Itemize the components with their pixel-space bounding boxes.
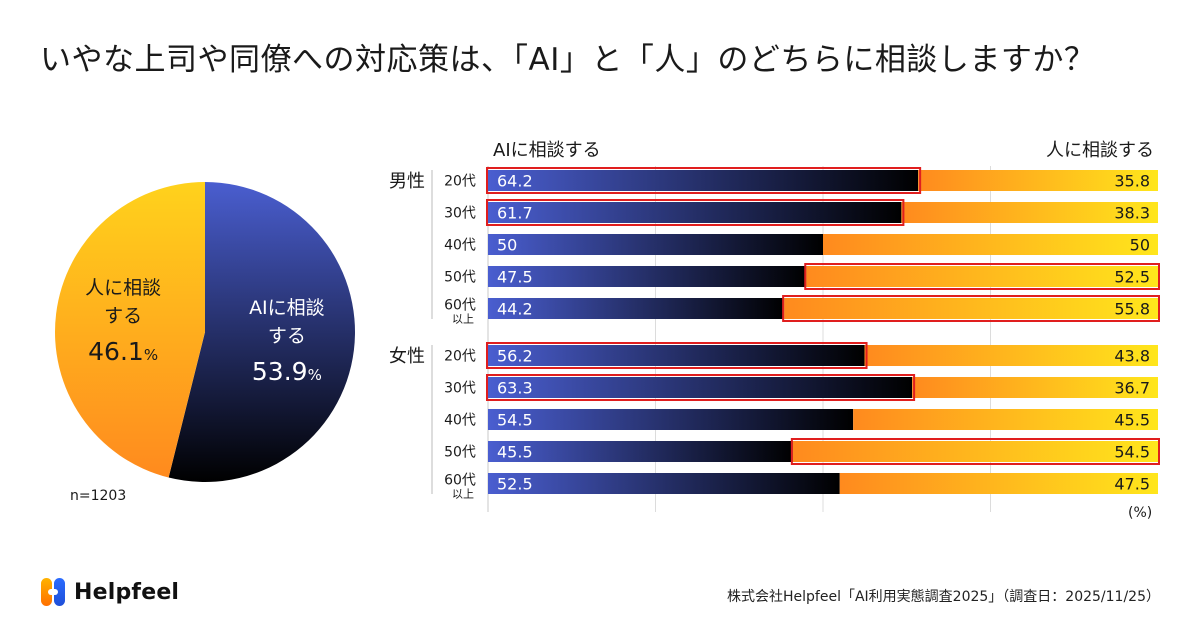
pie-slice-ai [168,182,355,482]
bar-human [792,441,1158,462]
pie-label-human-line2: する [104,305,142,327]
age-label: 50代 [444,270,476,286]
age-label: 20代 [444,349,476,365]
bar-ai [488,234,823,255]
unit-label: (%) [1128,505,1153,521]
logo-text: Helpfeel [74,579,180,605]
value-label-human: 38.3 [1114,204,1150,223]
highlight-box [782,295,1160,322]
highlight-box [790,438,1160,465]
helpfeel-logo-icon [41,578,65,606]
bar-human [912,377,1158,398]
highlight-box [486,342,868,369]
value-label-human: 47.5 [1114,475,1150,494]
pie-value-ai: 53.9% [252,357,322,386]
age-label: 50代 [444,445,476,461]
value-label-ai: 56.2 [497,347,533,366]
value-label-ai: 44.2 [497,300,533,319]
pie-label-ai-line2: する [268,325,306,347]
highlight-box [486,167,922,194]
age-label: 20代 [444,174,476,190]
age-sub-label: 以上 [452,313,474,326]
bar-human [784,298,1158,319]
bar-ai [488,345,865,366]
bar-ai [488,409,854,430]
age-label: 30代 [444,381,476,397]
chart-title: いやな上司や同僚への対応策は、「AI」と「人」のどちらに相談しますか？ [40,42,1096,78]
bar-ai [488,170,919,191]
highlight-box [486,199,905,226]
value-label-ai: 45.5 [497,443,533,462]
value-label-human: 52.5 [1114,268,1150,287]
pie-slice-human [54,182,206,478]
pie-label-ai: AIに相談 [249,297,325,319]
bar-ai [488,377,913,398]
value-label-ai: 63.3 [497,379,533,398]
source-note: 株式会社Helpfeel「AI利用実態調査2025」（調査日：2025/11/2… [727,589,1160,605]
legend-human: 人に相談する [1046,140,1154,161]
highlight-box [804,263,1160,290]
age-label: 30代 [444,206,476,222]
value-label-ai: 50 [497,236,517,255]
bar-ai [488,266,807,287]
bar-human [918,170,1158,191]
value-label-ai: 61.7 [497,204,533,223]
value-label-human: 45.5 [1114,411,1150,430]
value-label-human: 36.7 [1114,379,1150,398]
value-label-human: 50 [1130,236,1150,255]
value-label-ai: 52.5 [497,475,533,494]
age-sub-label: 以上 [452,488,474,501]
sample-size-note: n=1203 [70,488,127,504]
bar-ai [488,473,840,494]
pie-label-human: 人に相談 [85,277,161,299]
value-label-human: 35.8 [1114,172,1150,191]
pie-value-human: 46.1% [88,337,158,366]
bar-human [806,266,1158,287]
bar-human [839,473,1158,494]
age-label: 40代 [444,238,476,254]
highlight-box [486,374,916,401]
bar-human [864,345,1158,366]
age-label: 60代 [444,298,476,314]
value-label-human: 43.8 [1114,347,1150,366]
bar-human [901,202,1158,223]
bar-human [823,234,1158,255]
value-label-human: 55.8 [1114,300,1150,319]
bar-ai [488,202,902,223]
age-label: 60代 [444,473,476,489]
value-label-human: 54.5 [1114,443,1150,462]
bar-ai [488,298,785,319]
bar-ai [488,441,793,462]
value-label-ai: 47.5 [497,268,533,287]
age-label: 40代 [444,413,476,429]
value-label-ai: 64.2 [497,172,533,191]
group-label-0: 男性 [389,171,425,192]
helpfeel-logo: Helpfeel [40,575,179,609]
bar-chart: 男性 20代 64.2 35.8 30代 61.7 38.3 40代 50 50 50代 47.5 52… [389,167,1160,501]
value-label-ai: 54.5 [497,411,533,430]
legend-ai: AIに相談する [493,140,601,161]
bar-human [853,409,1158,430]
group-label-1: 女性 [389,346,425,367]
